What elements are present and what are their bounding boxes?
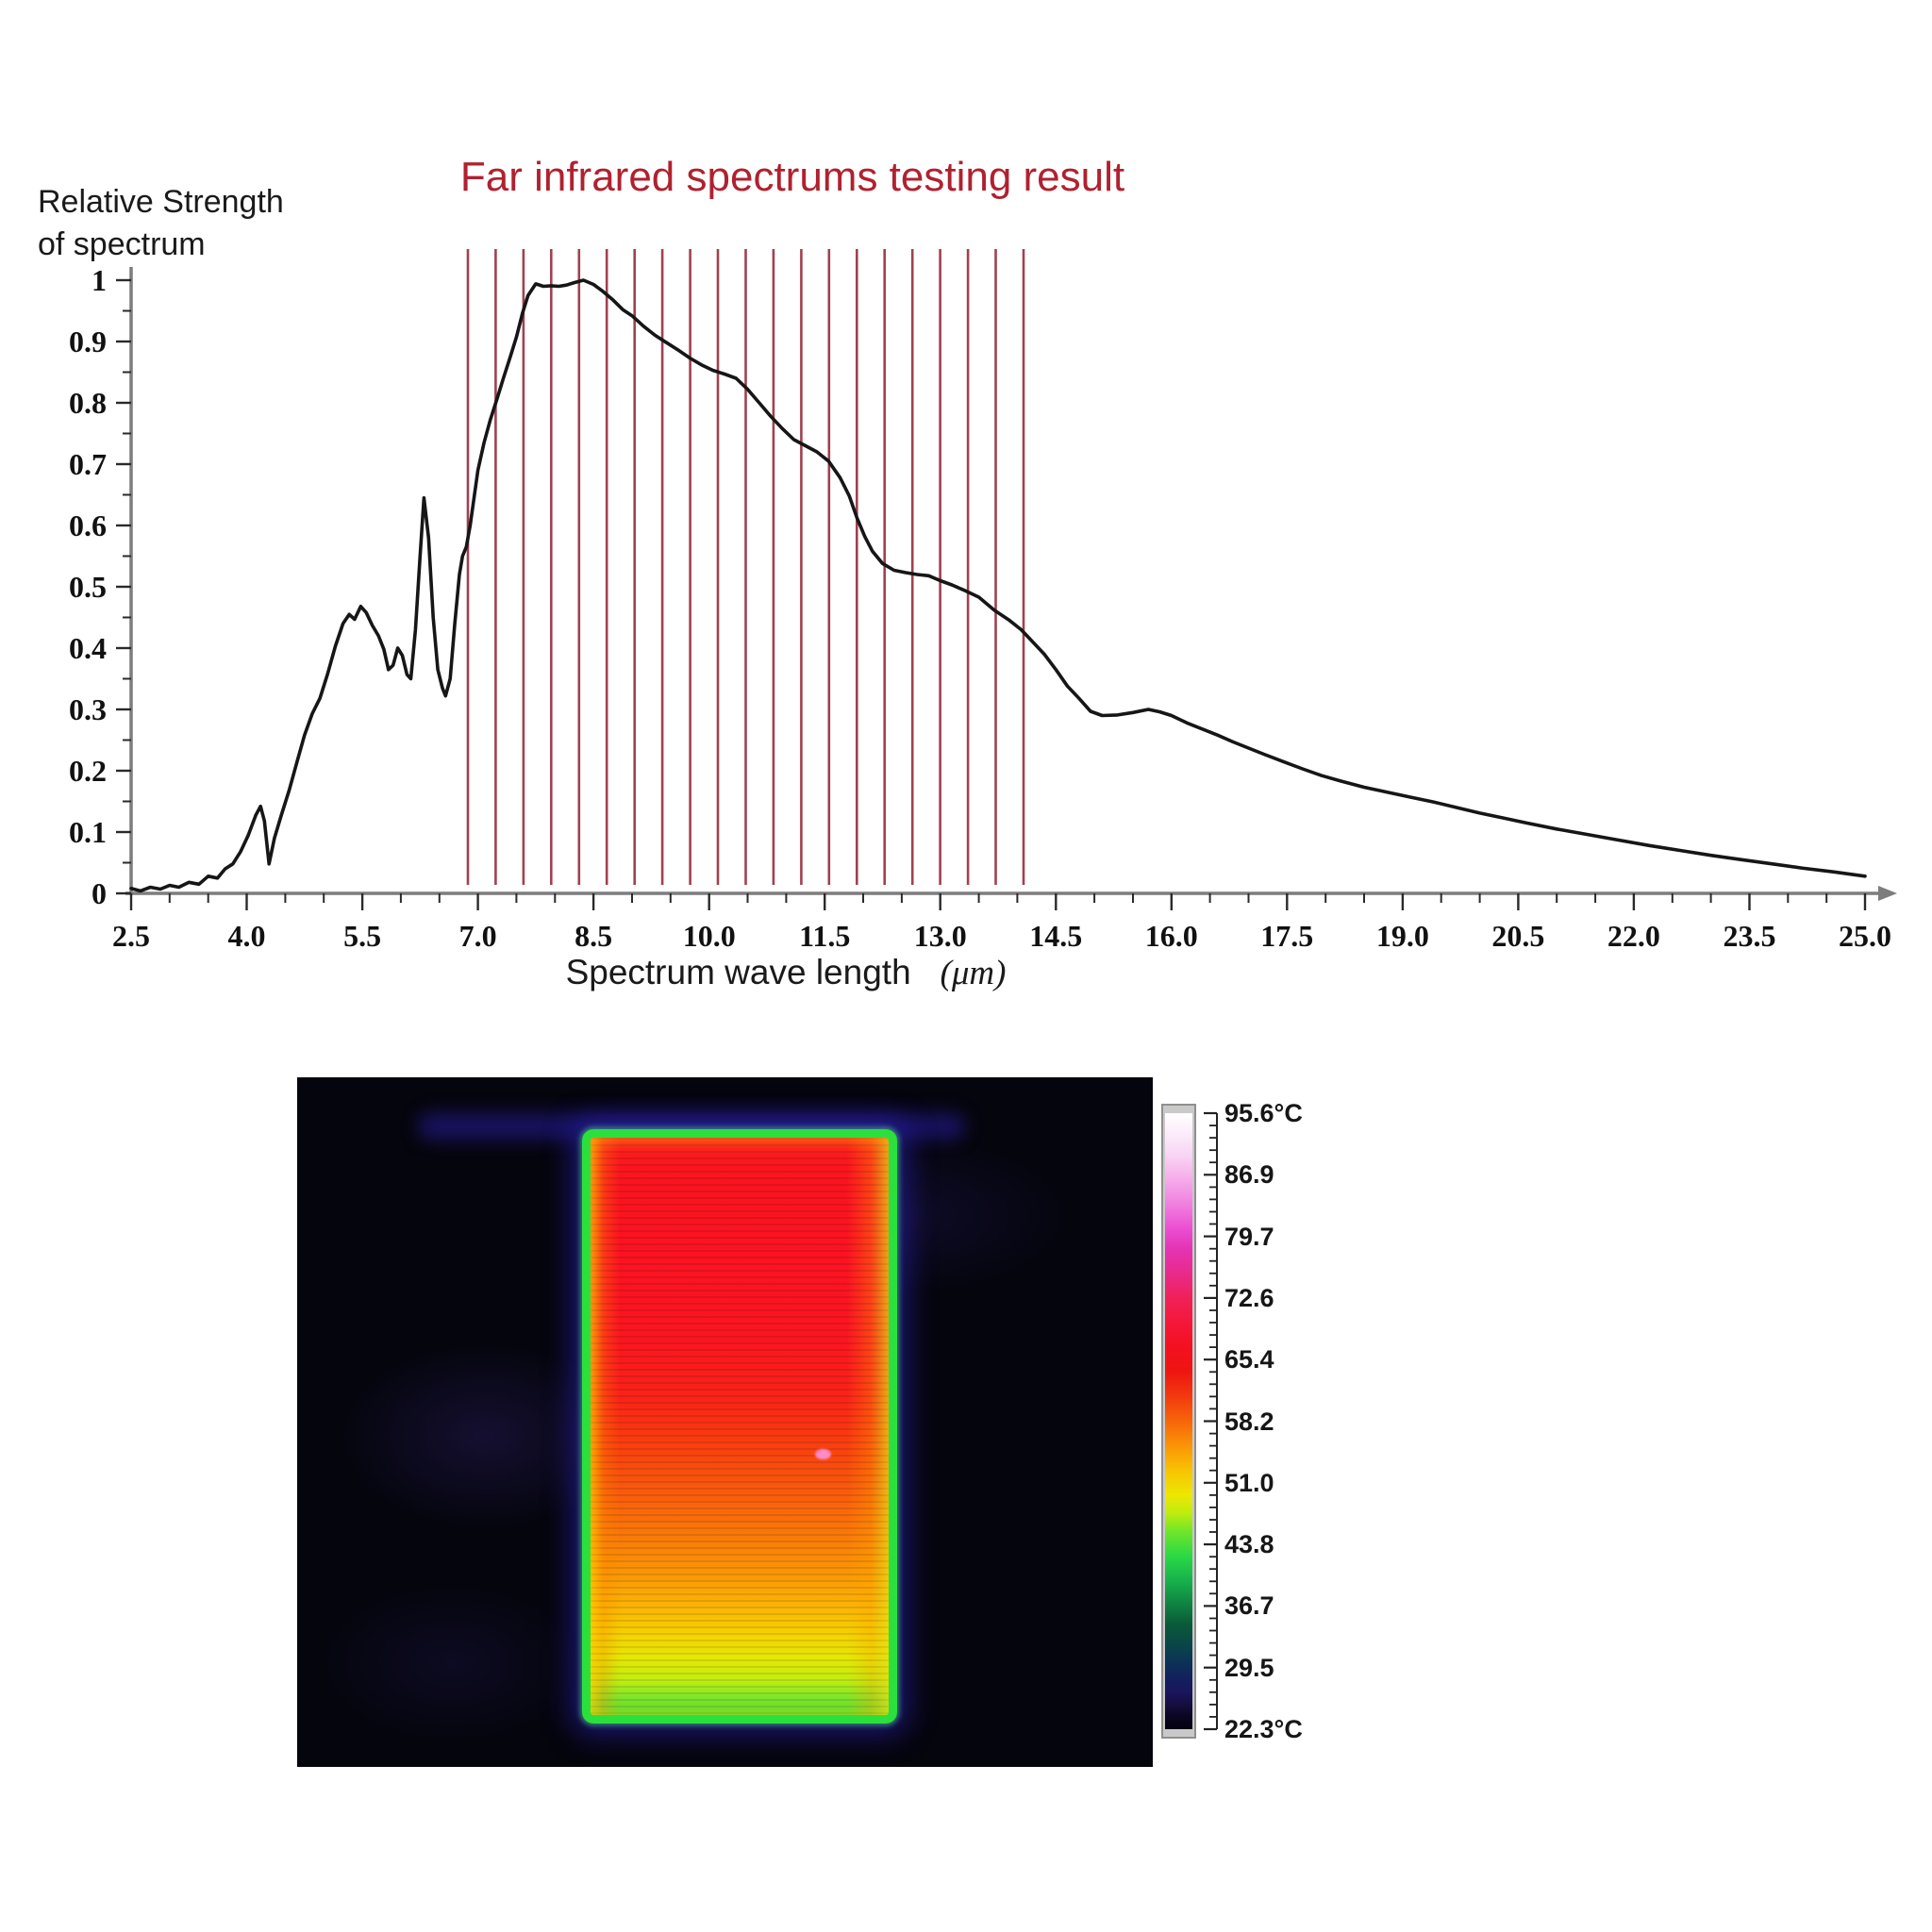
x-axis-label-text: Spectrum wave length — [565, 953, 911, 991]
thermal-image — [297, 1077, 1153, 1767]
x-tick-label: 22.0 — [1607, 919, 1660, 953]
colorbar-label: 29.5 — [1224, 1653, 1274, 1682]
x-tick-label: 20.5 — [1491, 919, 1544, 953]
y-tick-label: 0.3 — [69, 692, 107, 726]
chart-title: Far infrared spectrums testing result — [459, 154, 1125, 200]
colorbar-label: 58.2 — [1224, 1407, 1274, 1436]
x-tick-label: 5.5 — [343, 919, 381, 953]
colorbar-labels: 95.6°C 86.9 79.7 72.6 65.4 58.2 51.0 43.8 36.7 29… — [1224, 1099, 1357, 1743]
x-axis-arrow — [1878, 886, 1897, 901]
y-tick-label: 0.8 — [69, 386, 107, 420]
colorbar-label: 36.7 — [1224, 1591, 1274, 1621]
y-axis-label: Relative Strength of spectrum — [38, 181, 284, 266]
x-tick-label: 7.0 — [459, 919, 497, 953]
y-tick-label: 0.5 — [69, 570, 107, 604]
x-tick-label: 2.5 — [112, 919, 150, 953]
colorbar-label: 95.6°C — [1224, 1099, 1303, 1127]
y-tick-label: 0.1 — [69, 815, 107, 849]
y-tick-label: 0.2 — [69, 754, 107, 788]
x-axis-unit: (μm) — [940, 954, 1007, 992]
x-tick-label: 4.0 — [228, 919, 266, 953]
colorbar-label: 72.6 — [1224, 1283, 1274, 1312]
colorbar-gradient — [1165, 1113, 1192, 1729]
colorbar-label: 65.4 — [1224, 1345, 1274, 1374]
y-tick-label: 1 — [92, 263, 107, 297]
y-tick-label: 0.6 — [69, 508, 107, 542]
colorbar-ticks — [1204, 1111, 1218, 1731]
x-tick-label: 17.5 — [1260, 919, 1313, 953]
x-tick-label: 25.0 — [1839, 919, 1891, 953]
x-tick-label: 19.0 — [1376, 919, 1429, 953]
x-tick-label: 11.5 — [799, 919, 850, 953]
x-axis-label: Spectrum wave length (μm) — [408, 953, 1163, 993]
x-tick-label: 10.0 — [683, 919, 736, 953]
y-axis-label-line1: Relative Strength — [38, 184, 284, 220]
spectrum-line-chart: 0 0.1 0.2 0.3 0.4 0.5 0.6 0.7 0.8 0.9 1 2.5 4.0 5.5 7.… — [69, 249, 1897, 953]
y-tick-label: 0.7 — [69, 447, 107, 481]
spectrum-curve — [129, 278, 1867, 893]
x-tick-label: 8.5 — [575, 919, 612, 953]
temperature-colorbar — [1161, 1104, 1196, 1739]
y-axis-label-line2: of spectrum — [38, 225, 206, 262]
colorbar-label: 86.9 — [1224, 1160, 1274, 1190]
colorbar-label: 22.3°C — [1224, 1715, 1303, 1743]
x-tick-label: 13.0 — [914, 919, 967, 953]
x-tick-label: 23.5 — [1724, 919, 1776, 953]
y-tick-label: 0 — [92, 876, 107, 910]
colorbar-label: 51.0 — [1224, 1468, 1274, 1497]
colorbar-label: 79.7 — [1224, 1222, 1274, 1251]
x-tick-label: 16.0 — [1145, 919, 1198, 953]
y-tick-label: 0.4 — [69, 631, 107, 665]
heated-panel — [582, 1129, 897, 1724]
colorbar-label: 43.8 — [1224, 1530, 1274, 1559]
y-tick-label: 0.9 — [69, 325, 107, 358]
hot-spot-marker — [815, 1449, 831, 1459]
x-tick-label: 14.5 — [1029, 919, 1082, 953]
